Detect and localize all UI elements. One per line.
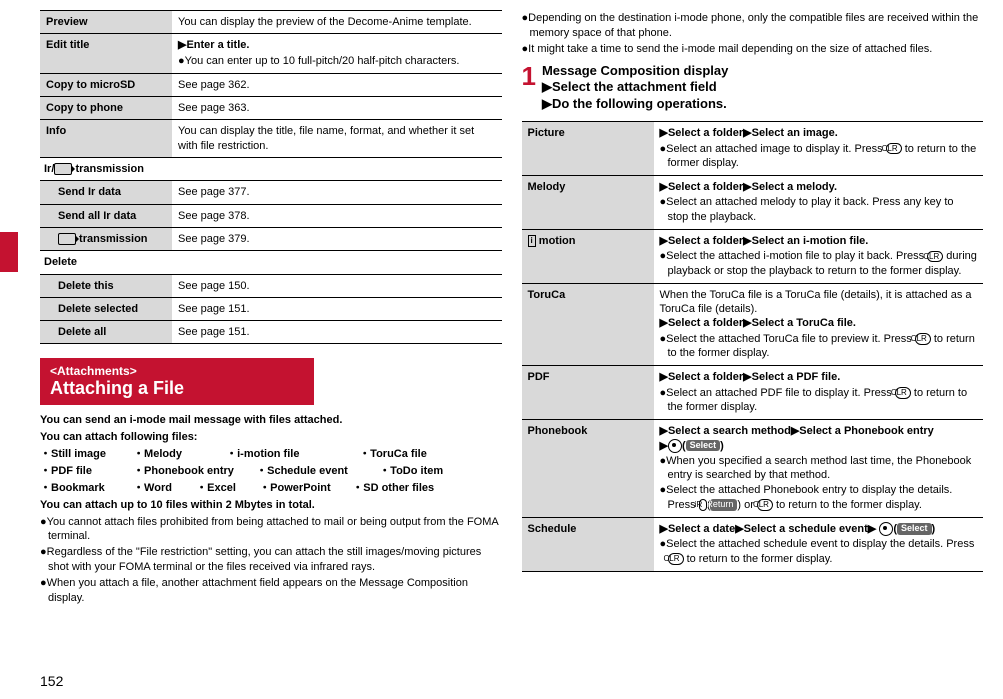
right-table: Picture ▶Select a folder▶Select an image… — [522, 121, 984, 572]
filetypes-row2: ・PDF file ・Phonebook entry ・Schedule eve… — [40, 465, 443, 477]
filetypes-row3: ・Bookmark ・Word ・Excel ・PowerPoint ・SD o… — [40, 482, 434, 494]
intro1: You can send an i-mode mail message with… — [40, 414, 342, 426]
right-column: ●Depending on the destination i-mode pho… — [522, 10, 984, 607]
heading-box: <Attachments> Attaching a File — [40, 358, 314, 405]
left-body: You can send an i-mode mail message with… — [40, 413, 502, 605]
left-bullet2: ●Regardless of the "File restriction" se… — [40, 545, 502, 575]
left-column: Preview You can display the preview of t… — [40, 10, 502, 607]
row-info-desc: You can display the title, file name, fo… — [172, 120, 502, 158]
ir-row2-desc: See page 378. — [172, 204, 502, 227]
filetypes-row1: ・Still image ・Melody ・i-motion file ・Tor… — [40, 448, 427, 460]
ir-row1-label: Send Ir data — [40, 181, 172, 204]
row-copyphone-desc: See page 363. — [172, 97, 502, 120]
motion-icon: i — [528, 235, 536, 247]
heading-small: <Attachments> — [50, 364, 304, 378]
clr-icon: CLR — [927, 251, 943, 263]
right-top: ●Depending on the destination i-mode pho… — [522, 11, 984, 57]
del-row1-desc: See page 150. — [172, 274, 502, 297]
clr-icon: CLR — [895, 387, 911, 399]
row-preview-label: Preview — [40, 11, 172, 34]
r-phonebook-desc: ▶Select a search method▶Select a Phonebo… — [654, 420, 984, 518]
ir-section-header: Ir/ transmission — [40, 158, 502, 181]
r-toruca-desc: When the ToruCa file is a ToruCa file (d… — [654, 283, 984, 365]
clr-icon: CLR — [915, 333, 931, 345]
row-info-label: Info — [40, 120, 172, 158]
ir-row3-desc: See page 379. — [172, 227, 502, 250]
select-pill: Select — [897, 523, 932, 535]
right-top-bullet1: ●Depending on the destination i-mode pho… — [522, 11, 984, 41]
del-row2-label: Delete selected — [40, 297, 172, 320]
intro2: You can attach following files: — [40, 431, 197, 443]
row-copyphone-label: Copy to phone — [40, 97, 172, 120]
r-pdf-label: PDF — [522, 366, 654, 420]
clr-icon: CLR — [886, 143, 902, 155]
left-table: Preview You can display the preview of t… — [40, 10, 502, 344]
ir-row2-label: Send all Ir data — [40, 204, 172, 227]
del-row3-desc: See page 151. — [172, 321, 502, 344]
intro3: You can attach up to 10 files within 2 M… — [40, 499, 315, 511]
row-preview-desc: You can display the preview of the Decom… — [172, 11, 502, 34]
ir-icon — [58, 233, 76, 245]
r-motion-label: i motion — [522, 229, 654, 283]
ir-row3-label: transmission — [40, 227, 172, 250]
select-pill: Select — [686, 440, 721, 452]
clr-icon: CLR — [757, 499, 773, 511]
circle-icon — [668, 439, 682, 453]
step-text: Message Composition display ▶Select the … — [542, 63, 728, 114]
del-row1-label: Delete this — [40, 274, 172, 297]
left-bullet1: ●You cannot attach files prohibited from… — [40, 515, 502, 545]
del-row3-label: Delete all — [40, 321, 172, 344]
row-edittitle-bold: ▶Enter a title. — [178, 39, 249, 51]
ir-row1-desc: See page 377. — [172, 181, 502, 204]
r-pdf-desc: ▶Select a folder▶Select a PDF file. ●Sel… — [654, 366, 984, 420]
r-melody-label: Melody — [522, 176, 654, 230]
circle-icon — [879, 522, 893, 536]
row-edittitle-bullet: ●You can enter up to 10 full-pitch/20 ha… — [178, 54, 496, 68]
step-num: 1 — [522, 63, 536, 114]
side-label: Mail — [6, 232, 20, 255]
page-number: 152 — [40, 673, 63, 689]
r-melody-desc: ▶Select a folder▶Select a melody. ●Selec… — [654, 176, 984, 230]
step-block: 1 Message Composition display ▶Select th… — [522, 63, 984, 114]
row-edittitle-label: Edit title — [40, 34, 172, 74]
row-copymicro-label: Copy to microSD — [40, 73, 172, 96]
row-edittitle-desc: ▶Enter a title. ●You can enter up to 10 … — [172, 34, 502, 74]
clr-icon: CLR — [668, 553, 684, 565]
right-top-bullet2: ●It might take a time to send the i-mode… — [522, 42, 984, 57]
row-copymicro-desc: See page 362. — [172, 73, 502, 96]
delete-section-header: Delete — [40, 251, 502, 274]
r-schedule-label: Schedule — [522, 518, 654, 572]
r-picture-desc: ▶Select a folder▶Select an image. ●Selec… — [654, 122, 984, 176]
r-phonebook-label: Phonebook — [522, 420, 654, 518]
left-bullet3: ●When you attach a file, another attachm… — [40, 576, 502, 606]
r-schedule-desc: ▶Select a date▶Select a schedule event▶ … — [654, 518, 984, 572]
r-picture-label: Picture — [522, 122, 654, 176]
heading-large: Attaching a File — [50, 378, 304, 399]
r-toruca-label: ToruCa — [522, 283, 654, 365]
r-motion-desc: ▶Select a folder▶Select an i-motion file… — [654, 229, 984, 283]
del-row2-desc: See page 151. — [172, 297, 502, 320]
ir-icon — [54, 163, 72, 175]
return-pill: Return — [710, 499, 737, 511]
